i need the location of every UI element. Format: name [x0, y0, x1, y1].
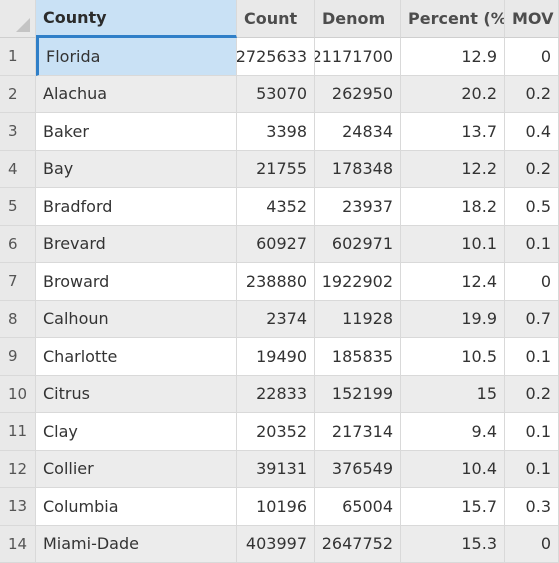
cell-denom[interactable]: 23937	[315, 188, 401, 226]
cell-percent[interactable]: 9.4	[401, 413, 505, 451]
row-number[interactable]: 2	[0, 76, 36, 114]
cell-mov[interactable]: 0.1	[505, 451, 559, 489]
row-number[interactable]: 9	[0, 338, 36, 376]
cell-percent[interactable]: 18.2	[401, 188, 505, 226]
cell-mov[interactable]: 0.1	[505, 226, 559, 264]
cell-mov[interactable]: 0.1	[505, 413, 559, 451]
cell-denom[interactable]: 152199	[315, 376, 401, 414]
cell-county[interactable]: Baker	[36, 113, 237, 151]
cell-county[interactable]: Bradford	[36, 188, 237, 226]
cell-denom[interactable]: 24834	[315, 113, 401, 151]
cell-denom[interactable]: 602971	[315, 226, 401, 264]
cell-denom[interactable]: 262950	[315, 76, 401, 114]
cell-percent[interactable]: 20.2	[401, 76, 505, 114]
cell-denom[interactable]: 65004	[315, 488, 401, 526]
cell-percent[interactable]: 12.9	[401, 38, 505, 76]
cell-count[interactable]: 3398	[237, 113, 315, 151]
cell-mov[interactable]: 0	[505, 263, 559, 301]
cell-percent[interactable]: 12.4	[401, 263, 505, 301]
cell-denom[interactable]: 11928	[315, 301, 401, 339]
cell-county[interactable]: Bay	[36, 151, 237, 189]
cell-mov[interactable]: 0.5	[505, 188, 559, 226]
cell-mov[interactable]: 0	[505, 38, 559, 76]
cell-mov[interactable]: 0	[505, 526, 559, 563]
cell-percent[interactable]: 10.5	[401, 338, 505, 376]
row-number[interactable]: 14	[0, 526, 36, 563]
cell-mov[interactable]: 0.2	[505, 151, 559, 189]
cell-denom[interactable]: 178348	[315, 151, 401, 189]
row-number[interactable]: 6	[0, 226, 36, 264]
row-number[interactable]: 7	[0, 263, 36, 301]
cell-denom[interactable]: 185835	[315, 338, 401, 376]
cell-count[interactable]: 19490	[237, 338, 315, 376]
row-number[interactable]: 10	[0, 376, 36, 414]
cell-county[interactable]: Calhoun	[36, 301, 237, 339]
cell-count[interactable]: 10196	[237, 488, 315, 526]
column-header-county[interactable]: County	[36, 0, 237, 38]
cell-county[interactable]: Citrus	[36, 376, 237, 414]
column-header-mov[interactable]: MOV	[505, 0, 559, 38]
cell-count[interactable]: 22833	[237, 376, 315, 414]
cell-denom[interactable]: 217314	[315, 413, 401, 451]
cell-mov[interactable]: 0.2	[505, 376, 559, 414]
cell-count[interactable]: 4352	[237, 188, 315, 226]
cell-county[interactable]: Florida	[36, 38, 237, 76]
cell-mov[interactable]: 0.4	[505, 113, 559, 151]
cell-count[interactable]: 53070	[237, 76, 315, 114]
row-number[interactable]: 8	[0, 301, 36, 339]
row-number[interactable]: 12	[0, 451, 36, 489]
cell-percent[interactable]: 15.3	[401, 526, 505, 563]
cell-percent[interactable]: 15	[401, 376, 505, 414]
cell-mov[interactable]: 0.2	[505, 76, 559, 114]
select-all-icon	[16, 18, 30, 32]
cell-county[interactable]: Columbia	[36, 488, 237, 526]
cell-county[interactable]: Clay	[36, 413, 237, 451]
cell-mov[interactable]: 0.7	[505, 301, 559, 339]
row-number[interactable]: 1	[0, 38, 36, 76]
cell-count[interactable]: 60927	[237, 226, 315, 264]
cell-count[interactable]: 238880	[237, 263, 315, 301]
cell-percent[interactable]: 10.4	[401, 451, 505, 489]
column-header-percent[interactable]: Percent (%)	[401, 0, 505, 38]
cell-percent[interactable]: 19.9	[401, 301, 505, 339]
row-number[interactable]: 5	[0, 188, 36, 226]
cell-county[interactable]: Alachua	[36, 76, 237, 114]
cell-count[interactable]: 39131	[237, 451, 315, 489]
cell-count[interactable]: 2725633	[237, 38, 315, 76]
cell-count[interactable]: 2374	[237, 301, 315, 339]
cell-denom[interactable]: 2647752	[315, 526, 401, 563]
column-header-count[interactable]: Count	[237, 0, 315, 38]
cell-county[interactable]: Collier	[36, 451, 237, 489]
row-number[interactable]: 11	[0, 413, 36, 451]
cell-percent[interactable]: 15.7	[401, 488, 505, 526]
row-number[interactable]: 13	[0, 488, 36, 526]
cell-denom[interactable]: 21171700	[315, 38, 401, 76]
cell-mov[interactable]: 0.1	[505, 338, 559, 376]
cell-county[interactable]: Brevard	[36, 226, 237, 264]
cell-mov[interactable]: 0.3	[505, 488, 559, 526]
cell-percent[interactable]: 10.1	[401, 226, 505, 264]
column-header-denom[interactable]: Denom	[315, 0, 401, 38]
cell-percent[interactable]: 13.7	[401, 113, 505, 151]
select-all-corner[interactable]	[0, 0, 36, 38]
cell-count[interactable]: 403997	[237, 526, 315, 563]
cell-percent[interactable]: 12.2	[401, 151, 505, 189]
cell-denom[interactable]: 376549	[315, 451, 401, 489]
cell-county[interactable]: Broward	[36, 263, 237, 301]
row-number[interactable]: 3	[0, 113, 36, 151]
cell-county[interactable]: Miami-Dade	[36, 526, 237, 563]
cell-count[interactable]: 20352	[237, 413, 315, 451]
cell-county[interactable]: Charlotte	[36, 338, 237, 376]
cell-count[interactable]: 21755	[237, 151, 315, 189]
cell-denom[interactable]: 1922902	[315, 263, 401, 301]
row-number[interactable]: 4	[0, 151, 36, 189]
